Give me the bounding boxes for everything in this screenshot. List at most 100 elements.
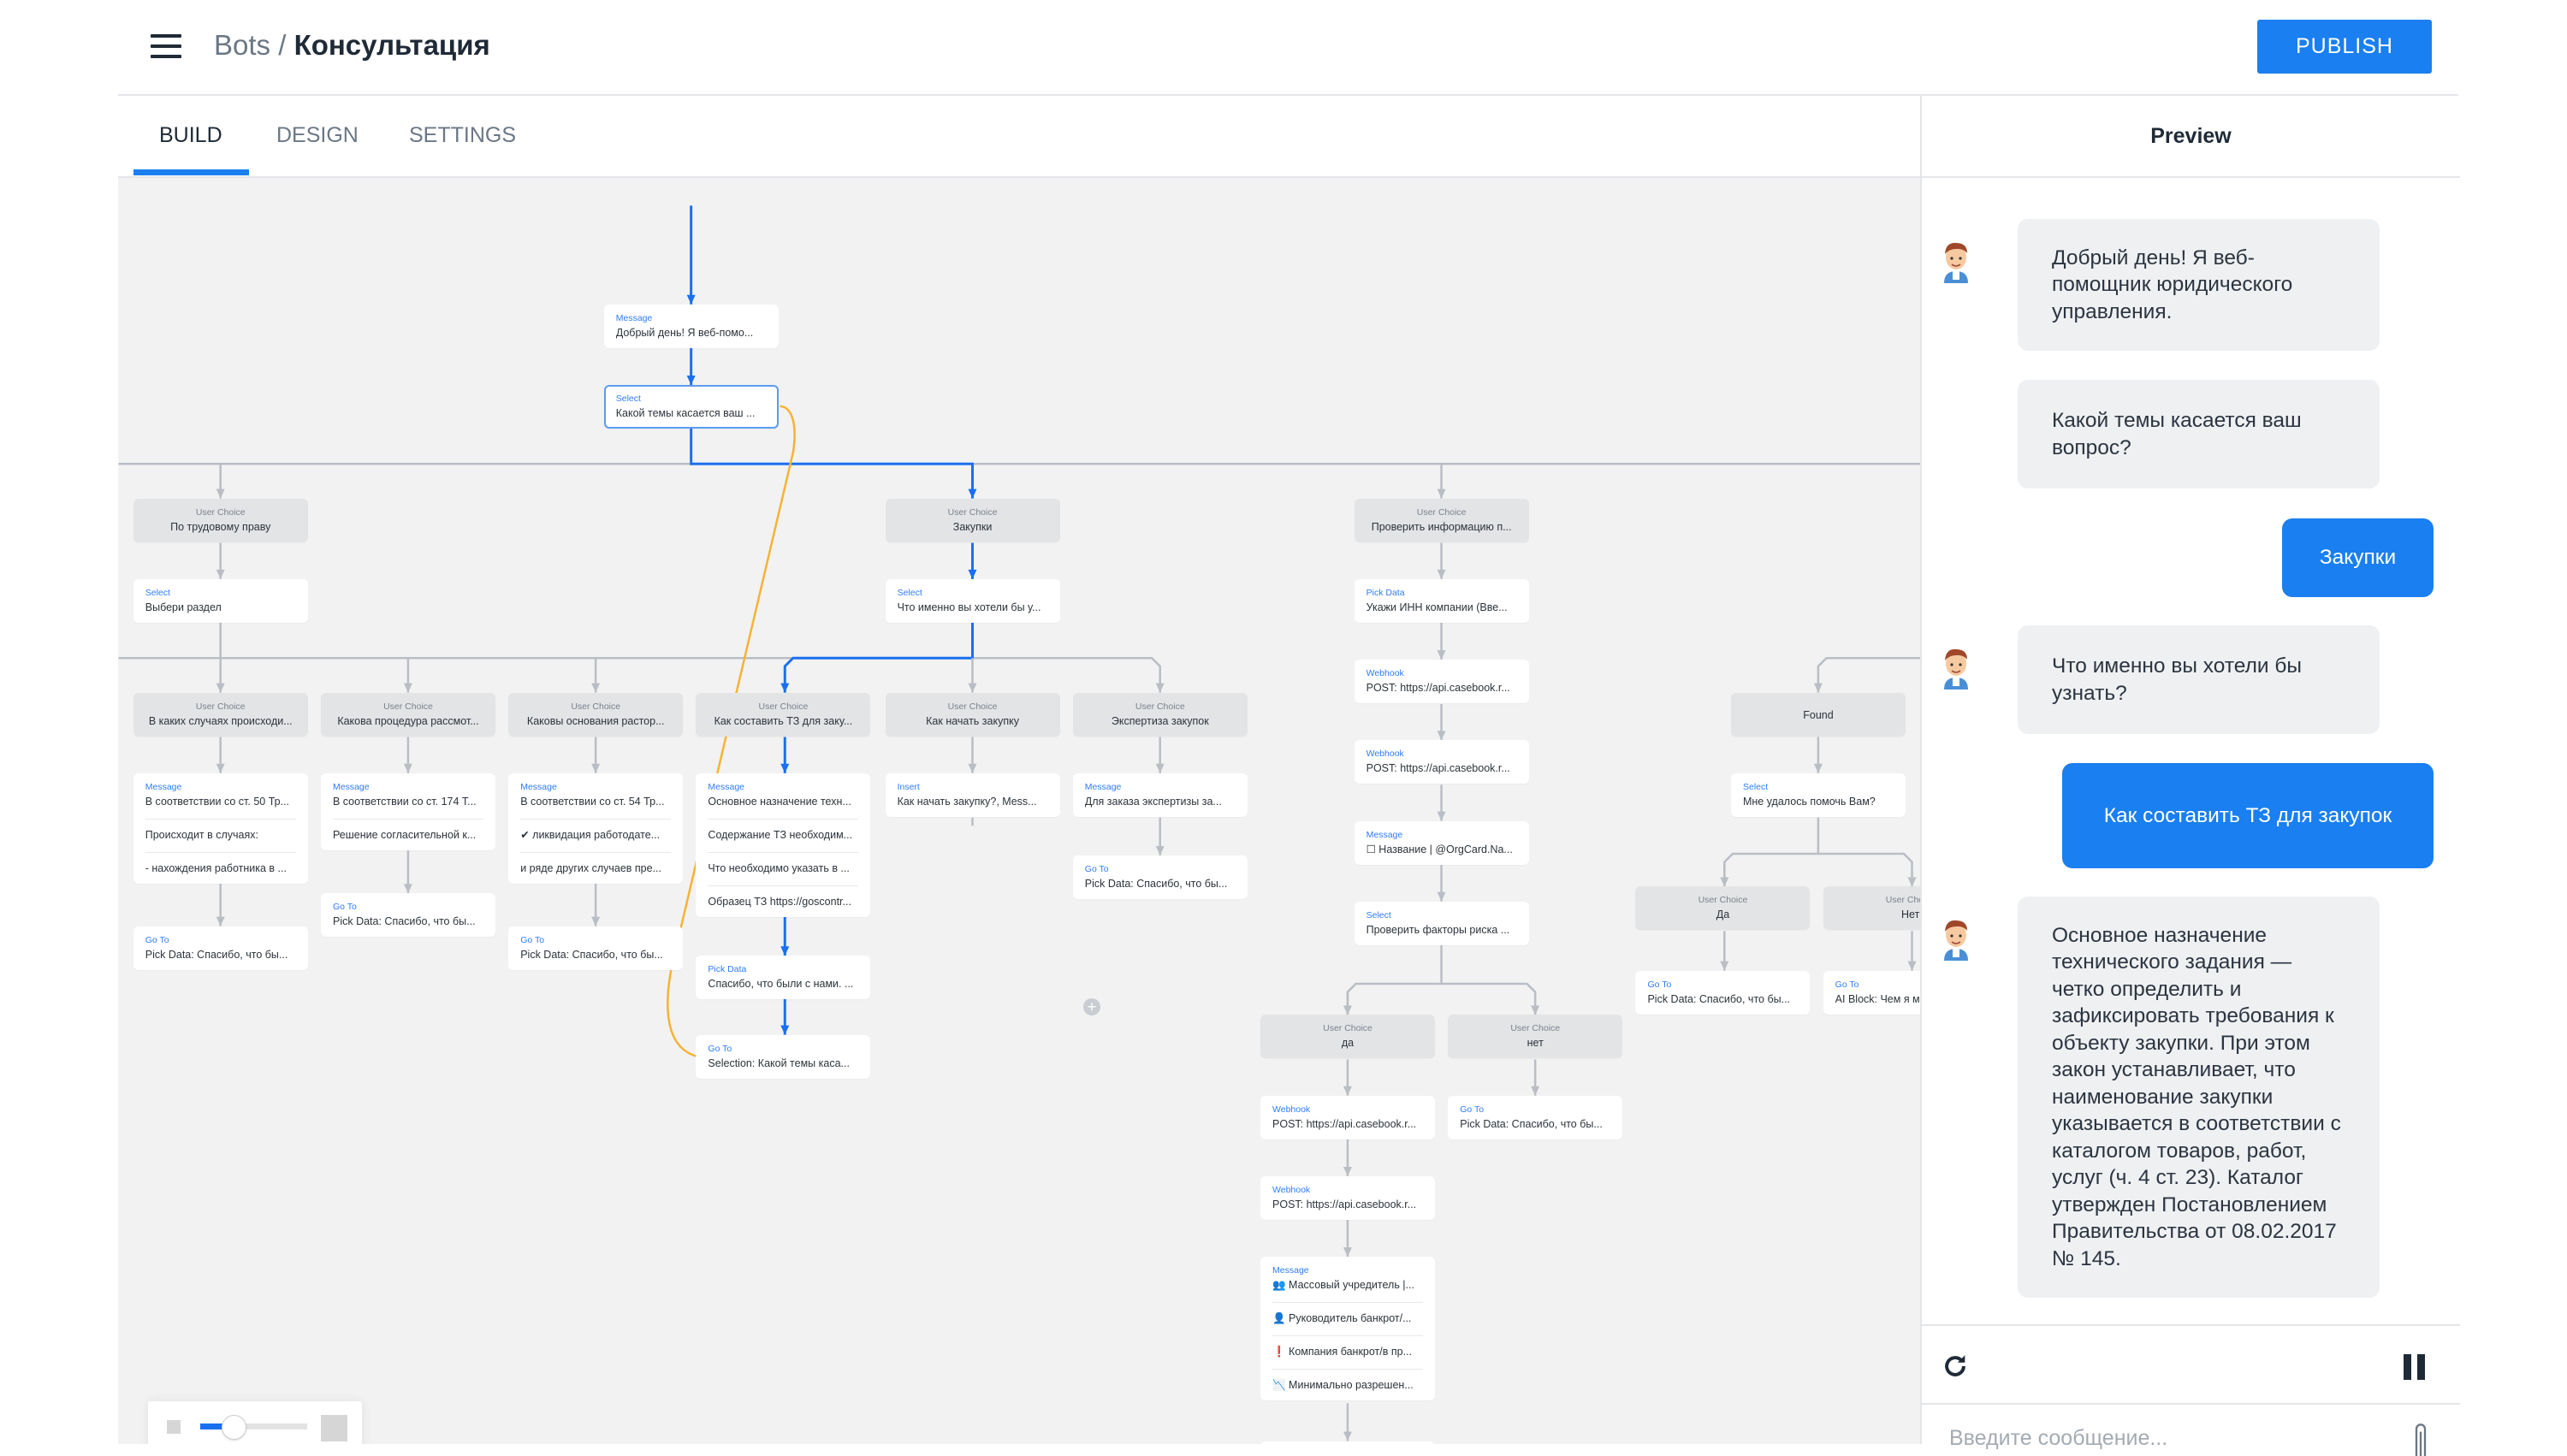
flow-node-message[interactable]: Message В соответствии со ст. 174 Т... Реш… bbox=[320, 772, 495, 850]
node-type-label: User Choice bbox=[1323, 1023, 1372, 1034]
user-message-bubble[interactable]: Закупки bbox=[2282, 518, 2434, 597]
arrowhead-icon bbox=[216, 488, 225, 499]
arrowhead-icon bbox=[1343, 1247, 1352, 1258]
flow-node-message[interactable]: Message В соответствии со ст. 54 Тр... ✔ л… bbox=[508, 772, 684, 884]
flow-node-user-choice[interactable]: User Choice Да bbox=[1635, 886, 1811, 931]
flow-node-user-choice[interactable]: User Choice Какова процедура рассмот... bbox=[320, 692, 495, 737]
flow-node-select[interactable]: Select Выбери раздел bbox=[133, 578, 308, 623]
node-text: Для заказа экспертизы за... bbox=[1084, 795, 1222, 808]
flow-node-select[interactable]: Select Проверить факторы риска ... bbox=[1354, 901, 1529, 945]
tab-build[interactable]: BUILD bbox=[159, 123, 222, 147]
zoom-in-icon[interactable] bbox=[321, 1415, 347, 1441]
flow-node-block[interactable] bbox=[1260, 1441, 1436, 1444]
node-text: Решение согласительной к... bbox=[332, 818, 483, 843]
flow-node-go-to[interactable]: Go To Pick Data: Спасибо, что бы... bbox=[1448, 1095, 1623, 1139]
arrowhead-icon bbox=[591, 916, 601, 926]
flow-node-webhook[interactable]: Webhook POST: https://api.casebook.r... bbox=[1354, 660, 1529, 704]
arrowhead-icon bbox=[1155, 683, 1165, 693]
flow-node-user-choice[interactable]: User Choice Закупки bbox=[885, 498, 1060, 542]
flow-node-message[interactable]: Message ☐ Название | @OrgCard.Na... bbox=[1354, 820, 1529, 865]
paperclip-icon[interactable] bbox=[2411, 1422, 2430, 1456]
flow-node-go-to[interactable]: Go To AI Block: Чем я м... bbox=[1823, 970, 1920, 1015]
node-type-label: User Choice bbox=[1135, 701, 1185, 712]
node-text: Pick Data: Спасибо, что бы... bbox=[520, 948, 663, 961]
node-text: AI Block: Чем я м... bbox=[1835, 992, 1920, 1005]
active-tab-indicator bbox=[133, 169, 249, 175]
flow-node-user-choice[interactable]: User Choice По трудовому праву bbox=[133, 498, 308, 542]
tab-settings[interactable]: SETTINGS bbox=[409, 123, 517, 147]
flow-node-message[interactable]: Message Добрый день! Я веб-помо... bbox=[603, 304, 779, 348]
node-text: Происходит в случаях: bbox=[145, 818, 296, 843]
flow-node-webhook[interactable]: Webhook POST: https://api.casebook.r... bbox=[1260, 1175, 1436, 1220]
plus-circle-icon[interactable]: + bbox=[1083, 998, 1100, 1015]
node-type-label: Go To bbox=[1647, 979, 1672, 990]
flow-node-user-choice[interactable]: User Choice нет bbox=[1448, 1015, 1623, 1059]
flow-node-user-choice[interactable]: User Choice Как начать закупку bbox=[885, 692, 1060, 737]
zoom-slider-thumb[interactable] bbox=[222, 1415, 246, 1440]
flow-node-webhook[interactable]: Webhook POST: https://api.casebook.r... bbox=[1354, 740, 1529, 784]
node-text: да bbox=[1341, 1037, 1355, 1050]
zoom-slider-track[interactable] bbox=[200, 1423, 307, 1429]
flow-node-user-choice[interactable]: User Choice Экспертиза закупок bbox=[1072, 692, 1248, 737]
flow-node-user-choice[interactable]: User Choice Проверить информацию п... bbox=[1354, 498, 1529, 542]
flow-node-message[interactable]: Message 👥 Массовый учредитель |... 👤 Руков… bbox=[1260, 1257, 1436, 1401]
publish-button[interactable]: PUBLISH bbox=[2257, 20, 2432, 74]
node-text: Каковы основания растор... bbox=[526, 714, 665, 727]
user-message-bubble[interactable]: Как составить ТЗ для закупок bbox=[2062, 763, 2434, 868]
node-text: В каких случаях происходи... bbox=[148, 714, 293, 727]
arrowhead-icon bbox=[780, 946, 790, 956]
flow-node-go-to[interactable]: Go To Selection: Какой темы каса... bbox=[696, 1034, 871, 1079]
refresh-icon[interactable] bbox=[1941, 1352, 1970, 1381]
flow-node-message[interactable]: Message Для заказа экспертизы за... bbox=[1072, 772, 1248, 817]
flow-node-user-choice[interactable]: User Choice Как составить ТЗ для заку... bbox=[696, 692, 871, 737]
zoom-out-icon[interactable] bbox=[167, 1420, 181, 1434]
flow-node-insert[interactable]: Insert Как начать закупку?, Mess... bbox=[885, 772, 1060, 817]
node-type-label: Message bbox=[1366, 829, 1403, 840]
tab-design[interactable]: DESIGN bbox=[276, 123, 359, 147]
message-input[interactable] bbox=[1947, 1420, 2396, 1456]
node-type-label: Go To bbox=[332, 902, 357, 913]
zoom-control bbox=[148, 1401, 362, 1444]
flow-node-webhook[interactable]: Webhook POST: https://api.casebook.r... bbox=[1260, 1095, 1436, 1139]
arrowhead-icon bbox=[686, 375, 696, 385]
node-text: - нахождения работника в ... bbox=[145, 851, 296, 877]
flow-node-go-to[interactable]: Go To Pick Data: Спасибо, что бы... bbox=[1635, 970, 1811, 1015]
flow-node-message[interactable]: Message Основное назначение техн... Содерж… bbox=[696, 772, 871, 917]
flow-node-user-choice[interactable]: User Choice Нет bbox=[1823, 886, 1920, 931]
hamburger-icon[interactable] bbox=[151, 34, 181, 58]
flow-node-go-to[interactable]: Go To Pick Data: Спасибо, что бы... bbox=[320, 893, 495, 938]
flow-node-user-choice[interactable]: User Choice В каких случаях происходи... bbox=[133, 692, 308, 737]
node-text: POST: https://api.casebook.r... bbox=[1272, 1198, 1417, 1210]
arrowhead-icon bbox=[1437, 569, 1446, 579]
arrowhead-icon bbox=[780, 683, 790, 693]
connection-line bbox=[783, 621, 974, 693]
preview-controls bbox=[1922, 1324, 2460, 1405]
flow-node-user-choice[interactable]: User Choice да bbox=[1260, 1015, 1436, 1059]
flow-node-user-choice[interactable]: User Choice Каковы основания растор... bbox=[508, 692, 684, 737]
node-text: Образец ТЗ https://goscontr... bbox=[708, 885, 859, 910]
preview-panel: Preview Добрый день! Я веб-помощник юрид… bbox=[1920, 96, 2460, 1456]
node-type-label: Select bbox=[145, 587, 170, 598]
flow-node-go-to[interactable]: Go To Pick Data: Спасибо, что бы... bbox=[1072, 855, 1248, 899]
arrowhead-icon bbox=[591, 683, 601, 693]
message-text: Добрый день! Я веб-помощник юридического… bbox=[2052, 246, 2293, 323]
node-text: В соответствии со ст. 54 Тр... bbox=[520, 795, 665, 808]
flow-node-select[interactable]: Select Какой темы касается ваш ... bbox=[603, 384, 779, 429]
flow-node-go-to[interactable]: Go To Pick Data: Спасибо, что бы... bbox=[508, 926, 684, 970]
flow-node-select[interactable]: Select Что именно вы хотели бы у... bbox=[885, 578, 1060, 623]
flow-node-select[interactable]: Select Мне удалось помочь Вам? bbox=[1730, 772, 1906, 817]
arrowhead-icon bbox=[1437, 811, 1446, 821]
flow-node-pick-data[interactable]: Pick Data Укажи ИНН компании (Вве... bbox=[1354, 578, 1529, 623]
node-type-label: Message bbox=[520, 781, 557, 792]
node-text: Мне удалось помочь Вам? bbox=[1742, 795, 1876, 808]
breadcrumb-bots[interactable]: Bots bbox=[214, 29, 271, 61]
flow-canvas[interactable]: + Message Добрый день! Я веб-помо... Selec… bbox=[118, 178, 1920, 1444]
arrowhead-icon bbox=[1343, 1431, 1352, 1441]
flow-node-message[interactable]: Message В соответствии со ст. 50 Тр... Про… bbox=[133, 772, 308, 884]
arrowhead-icon bbox=[780, 763, 790, 773]
flow-node-go-to[interactable]: Go To Pick Data: Спасибо, что бы... bbox=[133, 926, 308, 970]
bot-message-bubble: Что именно вы хотели бы узнать? bbox=[2018, 625, 2380, 734]
flow-node-found[interactable]: Found bbox=[1730, 692, 1906, 737]
pause-icon[interactable] bbox=[2404, 1354, 2426, 1380]
flow-node-pick-data[interactable]: Pick Data Спасибо, что были с нами. ... bbox=[696, 956, 871, 1000]
